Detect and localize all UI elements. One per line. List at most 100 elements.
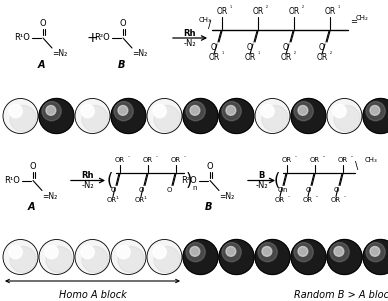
Text: /: / [208, 20, 211, 30]
Circle shape [219, 98, 254, 134]
Text: ¹: ¹ [128, 155, 130, 160]
Text: O: O [283, 44, 289, 52]
Text: (: ( [107, 172, 113, 190]
Circle shape [226, 105, 236, 115]
Text: OR: OR [143, 157, 153, 163]
Circle shape [255, 98, 290, 134]
Circle shape [118, 247, 144, 273]
Text: ²: ² [351, 155, 353, 160]
Text: CH₂: CH₂ [356, 15, 369, 21]
Circle shape [366, 101, 385, 121]
Text: B: B [204, 203, 212, 213]
Text: Random B > A block: Random B > A block [294, 290, 388, 300]
Text: -N₂: -N₂ [184, 39, 196, 48]
Text: O: O [110, 188, 116, 194]
Text: OR: OR [115, 157, 125, 163]
Text: Rh: Rh [82, 171, 94, 180]
Text: OR: OR [275, 197, 285, 203]
Circle shape [186, 101, 205, 121]
Circle shape [226, 247, 236, 256]
Text: OR: OR [244, 54, 256, 63]
Circle shape [183, 240, 218, 275]
Circle shape [222, 101, 241, 121]
Text: O: O [207, 162, 213, 171]
Circle shape [294, 243, 313, 262]
Text: ²: ² [266, 7, 268, 11]
Text: ²: ² [294, 52, 296, 57]
Text: O: O [120, 20, 126, 29]
Text: ²: ² [316, 195, 318, 200]
Circle shape [154, 247, 180, 273]
Text: ²: ² [323, 155, 325, 160]
Circle shape [75, 98, 110, 134]
Text: =N₂: =N₂ [42, 192, 57, 201]
Circle shape [82, 247, 108, 273]
Circle shape [154, 105, 180, 132]
Circle shape [82, 105, 108, 132]
Circle shape [327, 98, 362, 134]
Text: OR: OR [171, 157, 181, 163]
Text: CH₃: CH₃ [365, 157, 378, 163]
Circle shape [81, 245, 94, 259]
Text: OR: OR [303, 197, 313, 203]
Text: ): ) [186, 172, 192, 190]
Text: OR: OR [338, 157, 348, 163]
Circle shape [42, 101, 61, 121]
Text: Rh: Rh [184, 29, 196, 38]
Text: O: O [40, 20, 46, 29]
Circle shape [330, 243, 349, 262]
Text: O: O [166, 188, 171, 194]
Text: -N₂: -N₂ [82, 181, 94, 190]
Circle shape [46, 247, 72, 273]
Text: OR: OR [282, 157, 292, 163]
Text: OR¹: OR¹ [135, 197, 147, 203]
Circle shape [366, 243, 385, 262]
Text: =N₂: =N₂ [219, 192, 234, 201]
Text: (: ( [274, 172, 280, 190]
Circle shape [111, 98, 146, 134]
Circle shape [39, 98, 74, 134]
Text: ¹: ¹ [156, 155, 158, 160]
Text: ¹: ¹ [258, 52, 260, 57]
Circle shape [153, 245, 166, 259]
Circle shape [262, 247, 272, 256]
Text: B: B [258, 171, 265, 180]
Circle shape [117, 245, 130, 259]
Text: +: + [86, 31, 98, 45]
Circle shape [46, 105, 56, 115]
Text: R¹O: R¹O [14, 33, 30, 42]
Text: OR: OR [208, 54, 220, 63]
Text: OR¹: OR¹ [107, 197, 120, 203]
Circle shape [111, 240, 146, 275]
Circle shape [153, 104, 166, 118]
Text: OR: OR [281, 54, 292, 63]
Circle shape [327, 240, 362, 275]
Text: O: O [319, 44, 325, 52]
Circle shape [186, 243, 205, 262]
Circle shape [45, 245, 58, 259]
Circle shape [190, 105, 200, 115]
Text: R²O: R²O [181, 176, 197, 185]
Circle shape [39, 240, 74, 275]
Text: A: A [27, 203, 35, 213]
Text: O: O [247, 44, 253, 52]
Circle shape [9, 245, 22, 259]
Text: O: O [277, 188, 283, 194]
Circle shape [255, 240, 290, 275]
Text: OR: OR [252, 8, 263, 17]
Circle shape [258, 243, 277, 262]
Text: ¹: ¹ [222, 52, 224, 57]
Circle shape [334, 105, 360, 132]
Circle shape [370, 105, 380, 115]
Text: OR: OR [331, 197, 341, 203]
Circle shape [190, 247, 200, 256]
Text: CH₃: CH₃ [199, 17, 211, 23]
Circle shape [81, 104, 94, 118]
Text: ¹: ¹ [338, 7, 340, 11]
Text: n: n [192, 185, 196, 191]
Text: ¹: ¹ [230, 7, 232, 11]
Text: A: A [37, 60, 45, 70]
Text: Homo A block: Homo A block [59, 290, 126, 300]
Text: O: O [211, 44, 217, 52]
Text: ²: ² [302, 7, 304, 11]
